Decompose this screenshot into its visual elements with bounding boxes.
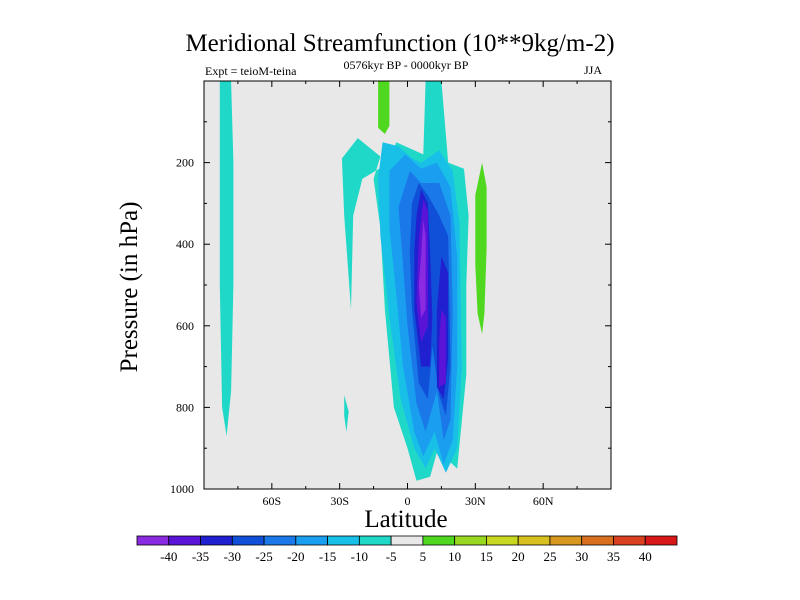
x-tick-label: 30S xyxy=(330,494,349,508)
colorbar-swatch xyxy=(231,535,265,546)
colorbar-label: 40 xyxy=(639,549,652,564)
colorbar-label: -15 xyxy=(319,549,336,564)
colorbar-label: 35 xyxy=(607,549,620,564)
y-tick-label: 600 xyxy=(176,319,194,333)
x-tick-label: 30N xyxy=(465,494,486,508)
colorbar-swatch xyxy=(263,535,297,546)
colorbar-swatch xyxy=(295,535,328,546)
colorbar-label: -20 xyxy=(287,549,304,564)
colorbar-swatch xyxy=(454,535,487,546)
contour-region-0-1 xyxy=(344,395,349,432)
colorbar-swatch xyxy=(168,535,201,546)
contour-region-7-0 xyxy=(418,219,426,318)
colorbar-swatch xyxy=(390,535,424,546)
colorbar-label: 15 xyxy=(480,549,493,564)
contour-region-8-1 xyxy=(475,162,487,334)
x-axis-label: Latitude xyxy=(364,506,448,533)
colorbar-label: 10 xyxy=(448,549,461,564)
colorbar-label: -25 xyxy=(255,549,272,564)
colorbar-swatch xyxy=(422,535,456,546)
colorbar-swatch xyxy=(517,535,551,546)
colorbar-label: 25 xyxy=(543,549,556,564)
colorbar-label: -30 xyxy=(224,549,241,564)
chart-title: Meridional Streamfunction (10**9kg/m-2) xyxy=(185,30,615,57)
colorbar-swatch xyxy=(581,535,614,546)
colorbar-label: 5 xyxy=(420,549,427,564)
colorbar-swatch xyxy=(486,535,519,546)
colorbar-label: -10 xyxy=(351,549,368,564)
colorbar-swatch xyxy=(358,535,392,546)
contour-region-6-1 xyxy=(439,309,446,387)
y-tick-label: 800 xyxy=(176,400,194,414)
colorbar-swatch xyxy=(613,535,646,546)
colorbar-label: -35 xyxy=(192,549,209,564)
time-range-label: 0576kyr BP - 0000kyr BP xyxy=(343,58,469,72)
contour-region-8-0 xyxy=(378,81,390,134)
contour-region-0-0 xyxy=(219,81,234,436)
y-tick-label: 200 xyxy=(176,156,194,170)
colorbar-swatch xyxy=(327,535,360,546)
y-tick-label: 400 xyxy=(176,237,194,251)
colorbar-label: 20 xyxy=(512,549,525,564)
season-label: JJA xyxy=(584,63,603,77)
colorbar-swatch xyxy=(136,535,170,546)
x-tick-label: 0 xyxy=(405,494,411,508)
y-tick-label: 1000 xyxy=(170,482,194,496)
colorbar-swatch xyxy=(200,535,233,546)
x-tick-label: 60S xyxy=(262,494,281,508)
x-tick-label: 60N xyxy=(533,494,554,508)
colorbar-label: 30 xyxy=(575,549,588,564)
colorbar-swatch xyxy=(644,535,678,546)
experiment-label: Expt = teioM-teina xyxy=(205,64,297,78)
colorbar-label: -5 xyxy=(386,549,397,564)
colorbar-swatch xyxy=(549,535,583,546)
colorbar-label: -40 xyxy=(160,549,177,564)
